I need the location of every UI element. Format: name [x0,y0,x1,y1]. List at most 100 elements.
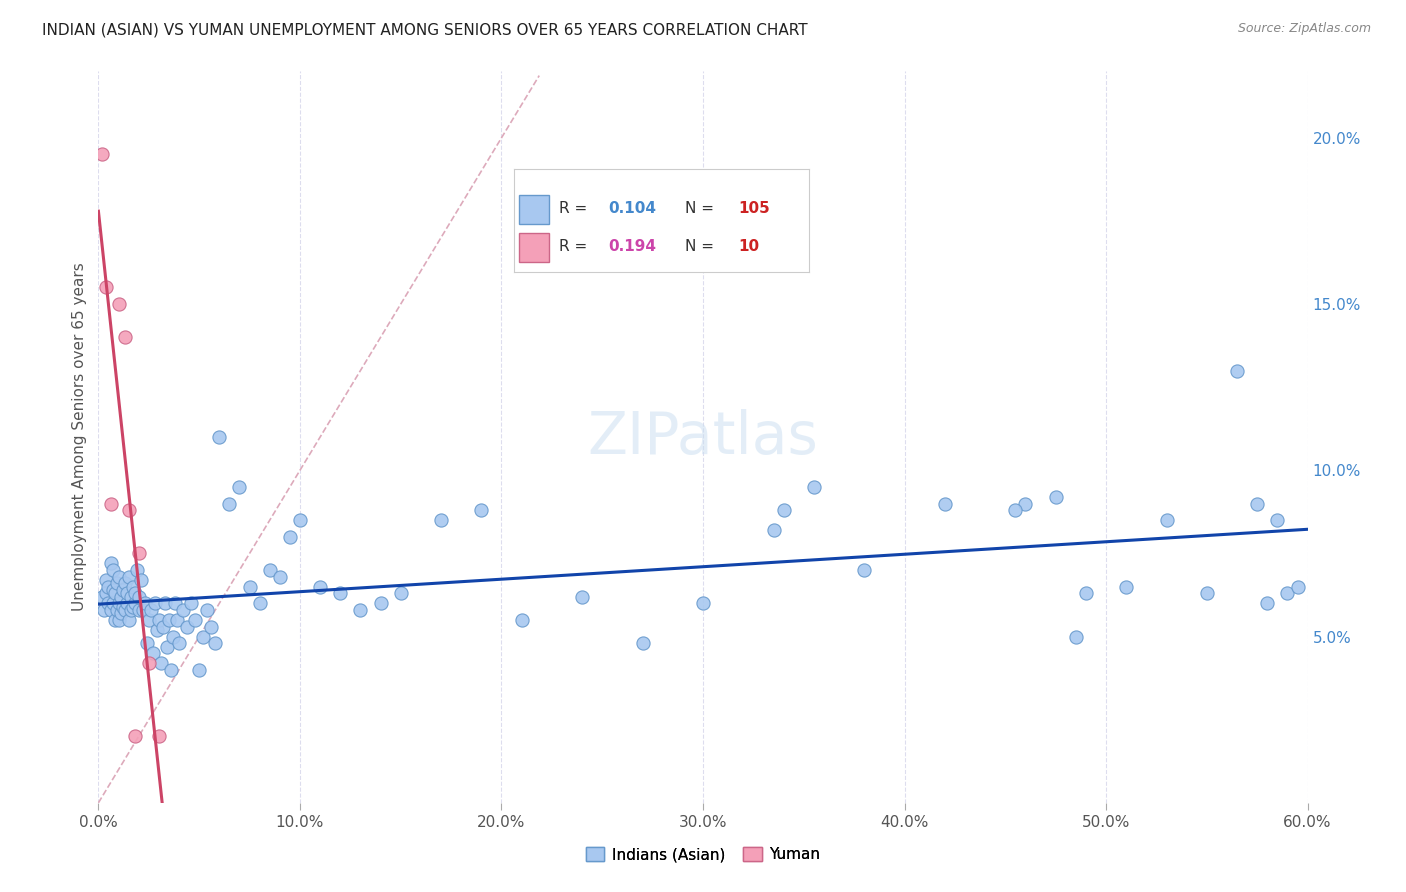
Point [200,619,222,633]
Point [167,636,190,650]
Point [96,586,118,600]
Text: ZIPatlas: ZIPatlas [588,409,818,466]
Point [803,480,825,494]
Point [135,636,157,650]
Text: 105: 105 [738,201,769,216]
Point [1277,586,1299,600]
Point [329,586,352,600]
Point [105,576,128,591]
Point [1064,630,1087,644]
Point [148,613,170,627]
Point [105,603,128,617]
Text: Source: ZipAtlas.com: Source: ZipAtlas.com [1237,22,1371,36]
Point [193,630,215,644]
Point [97,580,120,594]
Point [249,596,271,610]
Point [631,636,654,650]
Bar [519,195,548,224]
Text: N =: N = [685,239,718,253]
Point [100,497,122,511]
Point [349,603,371,617]
Point [1195,586,1218,600]
Point [128,603,150,617]
Text: 10: 10 [738,239,759,253]
Point [1014,497,1036,511]
Point [1074,586,1097,600]
Point [107,297,129,311]
Point [125,563,148,577]
Point [103,613,125,627]
Point [124,586,146,600]
Point [692,596,714,610]
Point [259,563,281,577]
Point [138,656,160,670]
Point [1004,503,1026,517]
Point [180,596,202,610]
Point [188,663,211,677]
Point [111,582,134,597]
Point [1156,513,1178,527]
Bar [519,233,548,261]
Point [156,640,179,654]
Point [269,570,291,584]
Point [103,586,125,600]
Point [152,619,174,633]
Point [1267,513,1289,527]
Text: N =: N = [685,201,718,216]
Point [184,613,207,627]
Point [118,613,141,627]
Point [115,596,138,610]
Point [157,613,180,627]
Point [288,513,311,527]
Point [204,636,226,650]
Point [118,570,141,584]
Text: 0.194: 0.194 [607,239,657,253]
Point [96,573,118,587]
Point [1115,580,1137,594]
Point [1256,596,1278,610]
Point [208,430,231,444]
Point [93,603,115,617]
Point [101,563,124,577]
Point [389,586,412,600]
Point [100,557,122,571]
Point [100,603,122,617]
Point [142,646,165,660]
Point [107,613,129,627]
Point [172,603,194,617]
Point [118,503,141,517]
Point [143,596,166,610]
Point [1246,497,1268,511]
Point [772,503,794,517]
Point [278,530,301,544]
Point [1286,580,1309,594]
Point [120,590,142,604]
Point [121,580,143,594]
Point [853,563,876,577]
Point [370,596,392,610]
Point [110,590,132,604]
Point [430,513,453,527]
Point [107,570,129,584]
Point [101,596,124,610]
Point [115,586,138,600]
Legend: Indians (Asian), Yuman: Indians (Asian), Yuman [579,841,827,868]
Point [107,596,129,610]
Point [309,580,332,594]
Point [934,497,956,511]
Point [510,613,533,627]
Text: 0.104: 0.104 [607,201,657,216]
Point [148,729,170,743]
Point [114,330,136,344]
Point [138,613,160,627]
Point [160,663,183,677]
Point [114,576,136,591]
Point [97,596,120,610]
Point [120,603,142,617]
Point [176,619,198,633]
Point [218,497,240,511]
Point [111,599,134,614]
Point [571,590,593,604]
Point [166,613,188,627]
Point [114,603,136,617]
